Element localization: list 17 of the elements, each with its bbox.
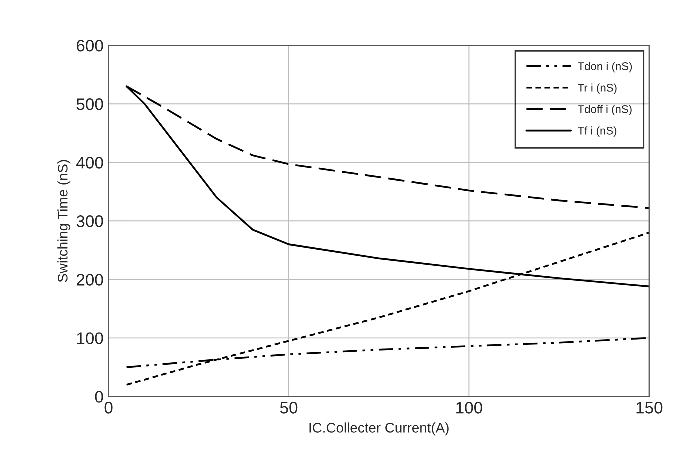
y-tick-label: 100 (77, 332, 104, 344)
legend-label: Tf i (nS) (578, 126, 617, 138)
x-tick-label: 50 (280, 402, 298, 414)
y-tick-label: 0 (95, 391, 104, 403)
y-tick-label: 500 (76, 98, 104, 110)
legend-label: Tdon i (nS) (578, 62, 632, 73)
x-tick-label: 0 (104, 402, 113, 414)
y-tick-label: 300 (76, 216, 104, 228)
y-tick-label: 200 (76, 274, 104, 286)
x-tick-label: 150 (636, 402, 663, 414)
y-axis-title: Switching Time (nS) (58, 160, 71, 282)
x-axis-title: IC.Collecter Current(A) (310, 422, 449, 436)
y-tick-label: 600 (76, 40, 104, 52)
y-tick-label: 400 (76, 157, 104, 169)
legend-label: Tr i (nS) (578, 84, 617, 94)
legend-label: Tdoff i (nS) (578, 105, 632, 116)
x-tick-label: 100 (456, 402, 482, 414)
